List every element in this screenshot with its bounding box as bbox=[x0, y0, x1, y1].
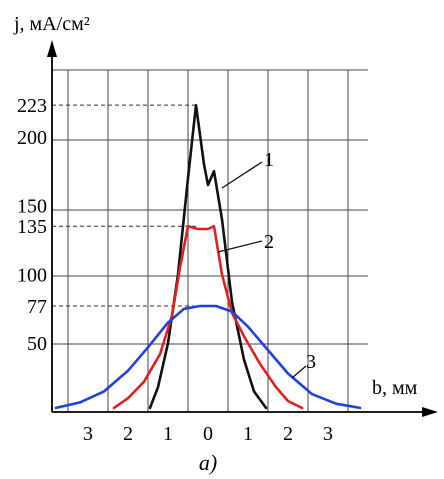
series-1-label: 1 bbox=[264, 149, 274, 171]
x-tick-label: 2 bbox=[283, 423, 293, 445]
series-1-leader bbox=[221, 161, 263, 189]
chart-grid bbox=[52, 69, 368, 412]
y-tick-label: 50 bbox=[27, 333, 47, 355]
x-axis-arrow-icon bbox=[422, 407, 438, 417]
y-tick-label: 135 bbox=[17, 216, 47, 238]
series-labels: 1 2 3 bbox=[217, 149, 316, 379]
x-tick-label: 3 bbox=[83, 423, 93, 445]
series-3-leader bbox=[291, 365, 307, 379]
x-axis-label: b, мм bbox=[372, 377, 418, 399]
series-2-line bbox=[112, 224, 304, 410]
x-tick-label: 2 bbox=[123, 423, 133, 445]
chart-axes bbox=[47, 40, 438, 417]
x-tick-label: 1 bbox=[163, 423, 173, 445]
x-tick-label: 3 bbox=[323, 423, 333, 445]
y-tick-label: 100 bbox=[17, 264, 47, 286]
y-axis-label: j, мА/см² bbox=[13, 13, 90, 35]
x-tick-label: 1 bbox=[243, 423, 253, 445]
reference-lines bbox=[52, 104, 196, 307]
series-2-label: 2 bbox=[264, 231, 274, 253]
y-axis-arrow-icon bbox=[47, 40, 57, 57]
y-tick-label: 200 bbox=[17, 127, 47, 149]
y-tick-label: 223 bbox=[17, 95, 47, 117]
series-3-line bbox=[54, 304, 362, 410]
x-tick-label: 0 bbox=[203, 423, 213, 445]
y-tick-label: 77 bbox=[27, 296, 47, 318]
chart-series bbox=[54, 103, 362, 410]
series-1-line bbox=[148, 103, 268, 410]
series-2-leader bbox=[217, 240, 263, 253]
y-tick-label: 150 bbox=[17, 196, 47, 218]
figure-caption: a) bbox=[199, 450, 217, 475]
series-3-label: 3 bbox=[306, 351, 316, 373]
